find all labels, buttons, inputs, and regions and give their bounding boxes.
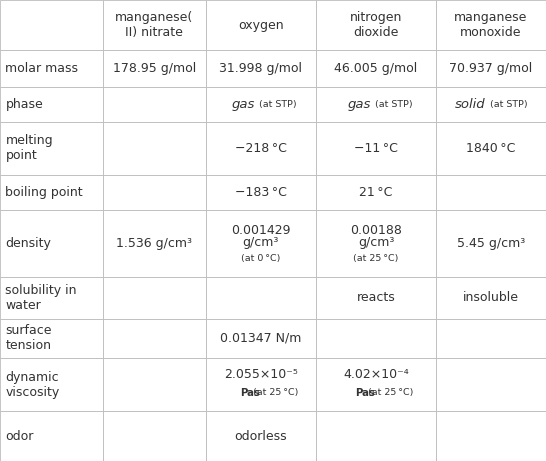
Text: boiling point: boiling point	[5, 186, 83, 199]
Text: 21 °C: 21 °C	[359, 186, 393, 199]
Bar	[103, 122, 206, 175]
Bar	[436, 0, 546, 50]
Bar	[0, 87, 103, 122]
Bar	[103, 358, 206, 411]
Bar	[436, 277, 546, 319]
Text: (at STP): (at STP)	[372, 100, 412, 109]
Bar	[436, 122, 546, 175]
Bar	[436, 175, 546, 210]
Text: −218 °C: −218 °C	[235, 142, 287, 155]
Text: manganese(
II) nitrate: manganese( II) nitrate	[115, 11, 193, 39]
Text: (at 0 °C): (at 0 °C)	[241, 254, 281, 263]
Bar	[206, 87, 316, 122]
Text: 4.02×10⁻⁴: 4.02×10⁻⁴	[343, 367, 409, 381]
Bar	[0, 122, 103, 175]
Bar	[316, 50, 436, 87]
Bar	[316, 0, 436, 50]
Bar	[316, 87, 436, 122]
Bar	[436, 50, 546, 87]
Bar	[316, 175, 436, 210]
Bar	[316, 210, 436, 277]
Text: odor: odor	[5, 430, 34, 443]
Bar	[103, 319, 206, 358]
Text: oxygen: oxygen	[238, 18, 284, 31]
Bar	[206, 277, 316, 319]
Bar	[206, 0, 316, 50]
Text: 178.95 g/mol: 178.95 g/mol	[113, 62, 196, 75]
Bar	[206, 175, 316, 210]
Text: insoluble: insoluble	[463, 291, 519, 304]
Text: 1840 °C: 1840 °C	[466, 142, 516, 155]
Bar	[103, 175, 206, 210]
Bar	[0, 50, 103, 87]
Text: (at 25 °C): (at 25 °C)	[365, 388, 414, 397]
Text: nitrogen
dioxide: nitrogen dioxide	[350, 11, 402, 39]
Text: (at 25 °C): (at 25 °C)	[353, 254, 399, 263]
Text: odorless: odorless	[235, 430, 287, 443]
Bar	[206, 122, 316, 175]
Text: 31.998 g/mol: 31.998 g/mol	[219, 62, 302, 75]
Bar	[436, 358, 546, 411]
Text: 46.005 g/mol: 46.005 g/mol	[334, 62, 418, 75]
Bar	[0, 358, 103, 411]
Bar	[0, 0, 103, 50]
Bar	[103, 87, 206, 122]
Bar	[103, 411, 206, 461]
Text: g/cm³: g/cm³	[358, 236, 394, 248]
Text: reacts: reacts	[357, 291, 395, 304]
Bar	[206, 319, 316, 358]
Bar	[206, 358, 316, 411]
Text: 1.536 g/cm³: 1.536 g/cm³	[116, 237, 192, 250]
Text: 70.937 g/mol: 70.937 g/mol	[449, 62, 533, 75]
Bar	[316, 358, 436, 411]
Bar	[0, 277, 103, 319]
Text: 0.001429: 0.001429	[231, 224, 290, 236]
Text: solid: solid	[455, 98, 485, 111]
Text: 0.01347 N/m: 0.01347 N/m	[220, 332, 301, 345]
Text: solubility in
water: solubility in water	[5, 284, 77, 312]
Bar	[436, 210, 546, 277]
Bar	[103, 0, 206, 50]
Text: density: density	[5, 237, 51, 250]
Text: (at 25 °C): (at 25 °C)	[250, 388, 299, 397]
Text: 5.45 g/cm³: 5.45 g/cm³	[457, 237, 525, 250]
Bar	[436, 319, 546, 358]
Text: manganese
monoxide: manganese monoxide	[454, 11, 528, 39]
Bar	[206, 50, 316, 87]
Bar	[436, 87, 546, 122]
Bar	[316, 411, 436, 461]
Text: Pas: Pas	[240, 388, 260, 398]
Text: (at STP): (at STP)	[486, 100, 527, 109]
Text: gas: gas	[347, 98, 371, 111]
Text: phase: phase	[5, 98, 43, 111]
Text: surface
tension: surface tension	[5, 325, 52, 353]
Text: −11 °C: −11 °C	[354, 142, 398, 155]
Bar	[206, 411, 316, 461]
Text: g/cm³: g/cm³	[242, 236, 279, 248]
Bar	[0, 319, 103, 358]
Text: 2.055×10⁻⁵: 2.055×10⁻⁵	[224, 367, 298, 381]
Bar	[103, 210, 206, 277]
Bar	[0, 411, 103, 461]
Bar	[316, 319, 436, 358]
Text: melting
point: melting point	[5, 135, 53, 162]
Bar	[0, 210, 103, 277]
Text: gas: gas	[232, 98, 256, 111]
Bar	[316, 277, 436, 319]
Text: 0.00188: 0.00188	[350, 224, 402, 236]
Bar	[0, 175, 103, 210]
Text: molar mass: molar mass	[5, 62, 79, 75]
Bar	[103, 50, 206, 87]
Text: dynamic
viscosity: dynamic viscosity	[5, 371, 60, 399]
Bar	[316, 122, 436, 175]
Bar	[103, 277, 206, 319]
Bar	[436, 411, 546, 461]
Text: Pas: Pas	[355, 388, 375, 398]
Text: (at STP): (at STP)	[257, 100, 297, 109]
Bar	[206, 210, 316, 277]
Text: −183 °C: −183 °C	[235, 186, 287, 199]
